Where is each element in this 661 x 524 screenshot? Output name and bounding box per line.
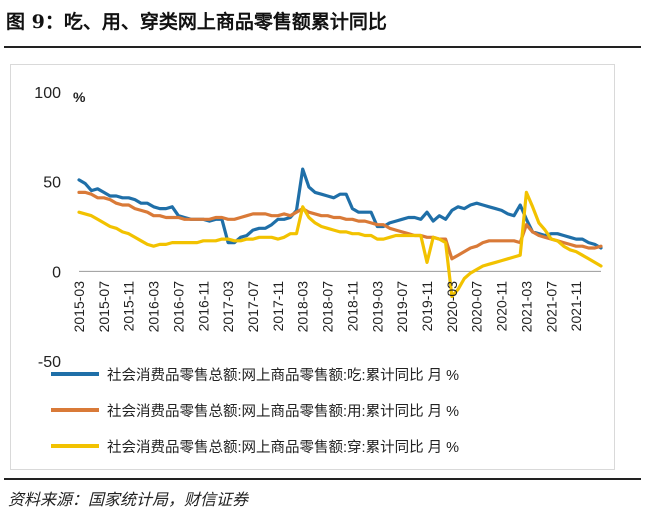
- y-axis-unit: %: [73, 89, 86, 105]
- series-line-1: [77, 167, 603, 250]
- x-tick-label: 2015-03: [71, 281, 87, 333]
- legend: 社会消费品零售总额:网上商品零售额:吃:累计同比 月 % 社会消费品零售总额:网上…: [51, 367, 459, 456]
- x-tick-label: 2017-11: [270, 281, 286, 332]
- series-lines: [77, 167, 603, 298]
- x-tick-label: 2021-11: [568, 281, 584, 332]
- title-rule: [4, 46, 641, 48]
- x-tick-label: 2017-07: [245, 281, 261, 333]
- y-tick-label: 50: [43, 175, 61, 192]
- x-tick-label: 2017-03: [220, 281, 236, 333]
- x-axis: 2015-03 2015-07 2015-11 2016-03 2016-07 2016-…: [71, 281, 584, 333]
- source-rule: [4, 478, 641, 480]
- x-tick-label: 2018-11: [344, 281, 360, 332]
- x-tick-label: 2020-03: [444, 281, 460, 333]
- source-note: 资料来源：国家统计局，财信证券: [8, 490, 249, 509]
- x-tick-label: 2015-07: [96, 281, 112, 333]
- x-tick-label: 2016-03: [146, 281, 162, 333]
- x-tick-label: 2019-07: [394, 281, 410, 333]
- legend-label-3: 社会消费品零售总额:网上商品零售额:穿:累计同比 月 %: [107, 439, 459, 456]
- chart-frame: -50 0 50 100 % 2015-03 2015-07 2015-11 2016-03…: [10, 64, 615, 470]
- line-chart: -50 0 50 100 % 2015-03 2015-07 2015-11 2016-03…: [34, 85, 603, 456]
- x-tick-label: 2015-11: [121, 281, 137, 332]
- x-tick-label: 2021-03: [518, 281, 534, 333]
- series-line-3: [77, 190, 603, 298]
- y-tick-label: 0: [52, 264, 61, 281]
- series-line-2: [77, 190, 603, 261]
- x-tick-label: 2020-07: [469, 281, 485, 333]
- figure-title: 图 9：吃、用、穿类网上商品零售额累计同比: [6, 11, 387, 33]
- x-tick-label: 2019-03: [369, 281, 385, 333]
- legend-label-1: 社会消费品零售总额:网上商品零售额:吃:累计同比 月 %: [107, 367, 459, 384]
- x-tick-label: 2019-11: [419, 281, 435, 332]
- x-tick-label: 2020-11: [494, 281, 510, 332]
- x-tick-label: 2016-11: [195, 281, 211, 332]
- y-axis: -50 0 50 100: [34, 85, 61, 371]
- x-tick-label: 2016-07: [170, 281, 186, 333]
- x-tick-label: 2021-07: [543, 281, 559, 333]
- y-tick-label: 100: [34, 85, 61, 102]
- x-tick-label: 2018-03: [295, 281, 311, 333]
- legend-label-2: 社会消费品零售总额:网上商品零售额:用:累计同比 月 %: [107, 403, 459, 420]
- y-tick-label: -50: [38, 354, 61, 371]
- x-tick-label: 2018-07: [320, 281, 336, 333]
